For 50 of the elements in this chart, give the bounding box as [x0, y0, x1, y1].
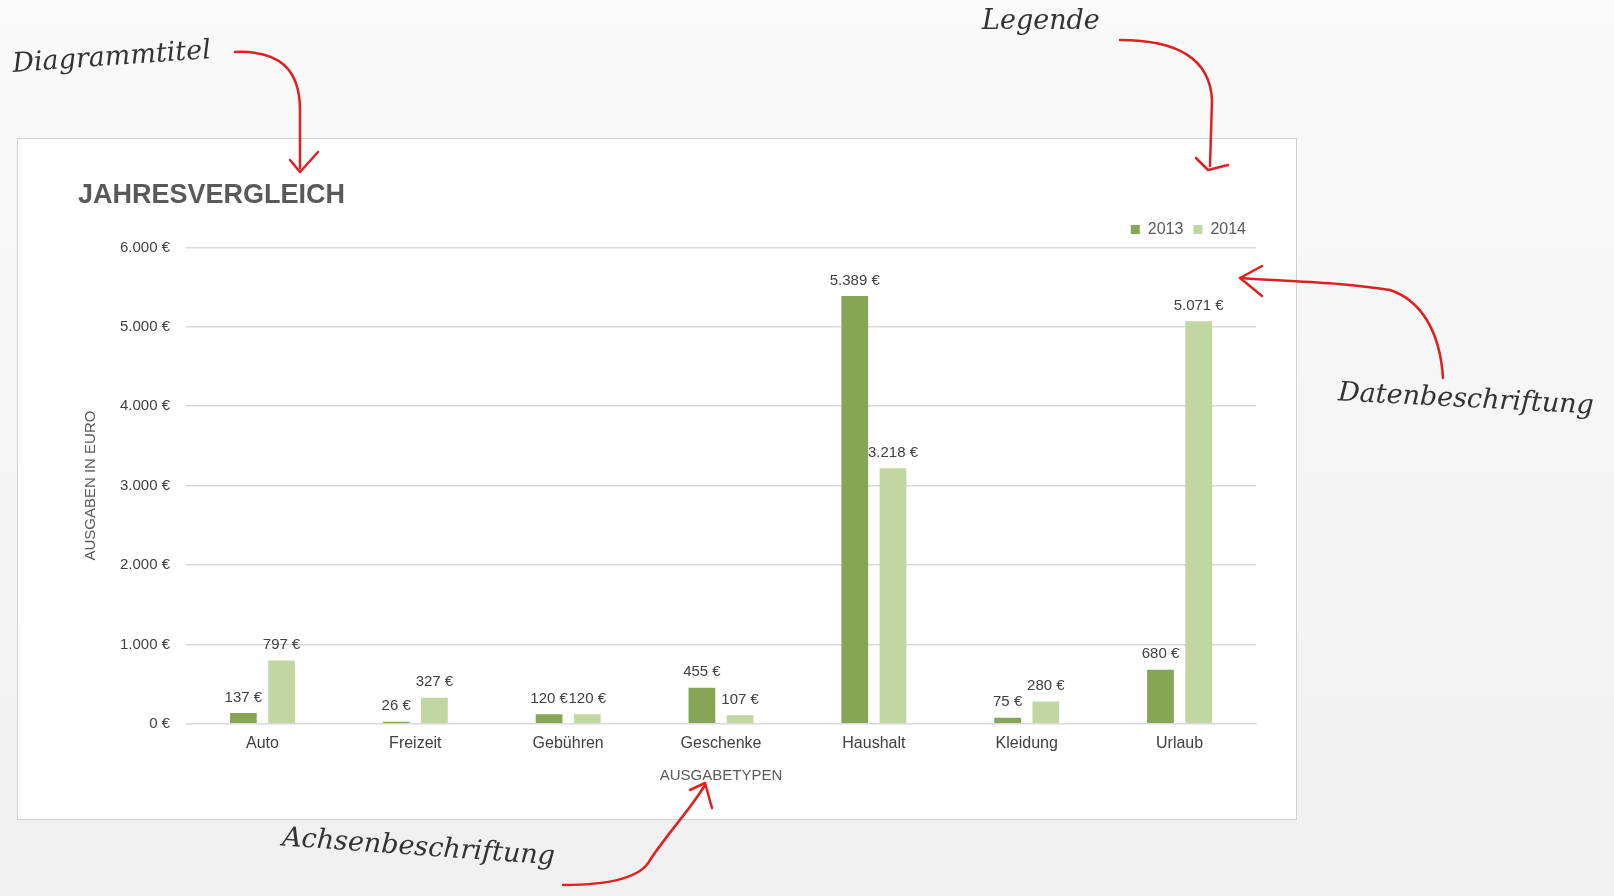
y-tick-label: 1.000 € [120, 634, 171, 652]
bar [841, 295, 869, 724]
data-label: 137 € [224, 687, 263, 705]
bar [688, 687, 716, 724]
data-label: 680 € [1141, 644, 1180, 662]
data-label: 120 € [530, 688, 569, 706]
x-tick-label: Haushalt [842, 733, 906, 751]
y-tick-label: 2.000 € [120, 555, 171, 573]
bar [1147, 669, 1174, 724]
text: Legende [982, 4, 1100, 35]
x-tick-label: Auto [246, 733, 280, 751]
text: Datenbeschriftung [1337, 375, 1595, 420]
chart-title: JAHRESVERGLEICH [78, 178, 346, 209]
bar [268, 660, 295, 724]
x-tick-label: Kleidung [995, 733, 1058, 751]
legend-label: 2014 [1210, 219, 1247, 237]
x-tick-label: Urlaub [1156, 733, 1204, 751]
data-label: 75 € [993, 692, 1023, 710]
x-axis-title: AUSGABETYPEN [659, 766, 783, 784]
legend-label: 2013 [1147, 219, 1184, 237]
y-tick-label: 5.000 € [120, 316, 171, 334]
bar [1032, 701, 1060, 724]
y-tick-label: 4.000 € [120, 396, 171, 414]
bar [573, 714, 601, 724]
data-label: 327 € [415, 672, 454, 690]
y-tick-label: 6.000 € [120, 237, 171, 255]
bar [994, 717, 1021, 724]
data-label: 797 € [262, 635, 301, 653]
data-label: 455 € [683, 662, 722, 680]
y-axis-title: AUSGABEN IN EURO [81, 410, 99, 561]
bar [535, 714, 563, 724]
data-label: 3.218 € [867, 442, 919, 460]
y-tick-label: 0 € [149, 713, 171, 731]
y-tick-label: 3.000 € [120, 475, 171, 493]
bar [1185, 321, 1213, 724]
bar [879, 468, 907, 724]
text: Diagrammtitel [11, 33, 212, 78]
x-tick-label: Freizeit [389, 733, 443, 751]
data-label: 120 € [568, 688, 607, 706]
bar [421, 697, 448, 724]
data-label: 280 € [1027, 676, 1066, 694]
data-label: 5.071 € [1173, 295, 1225, 313]
data-label: 107 € [721, 689, 760, 707]
x-tick-label: Gebühren [532, 733, 604, 751]
data-label: 26 € [381, 696, 412, 714]
text: Achsenbeschriftung [281, 820, 557, 871]
x-tick-label: Geschenke [680, 733, 762, 751]
bar [726, 715, 754, 724]
data-label: 5.389 € [829, 270, 881, 288]
bar [229, 712, 257, 724]
